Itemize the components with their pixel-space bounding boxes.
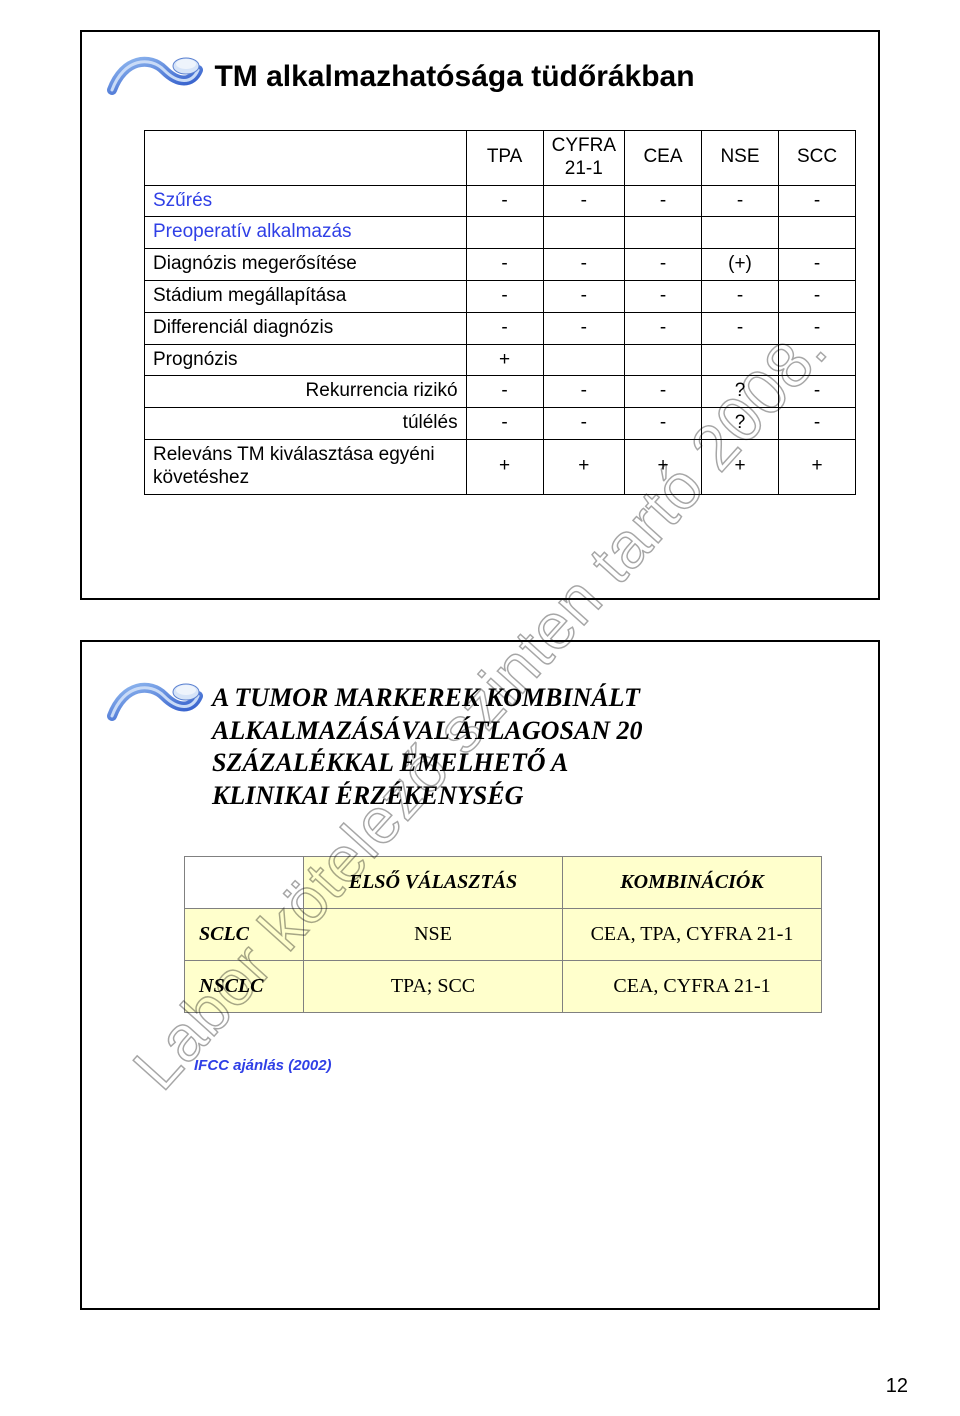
cell: - bbox=[625, 408, 702, 440]
slide-1-title: TM alkalmazhatósága tüdőrákban bbox=[214, 60, 694, 94]
cell: + bbox=[702, 439, 779, 494]
cell: - bbox=[543, 280, 624, 312]
cell bbox=[625, 217, 702, 249]
cell: - bbox=[466, 249, 543, 281]
title-line: SZÁZALÉKKAL EMELHETŐ A bbox=[212, 748, 568, 777]
row-label: Prognózis bbox=[145, 344, 467, 376]
row-sclc-label: SCLC bbox=[185, 909, 304, 961]
cell: - bbox=[625, 249, 702, 281]
corner-cell bbox=[185, 857, 304, 909]
title-line: A TUMOR MARKEREK KOMBINÁLT bbox=[212, 683, 640, 712]
cell: (+) bbox=[702, 249, 779, 281]
cell bbox=[702, 217, 779, 249]
cell: - bbox=[543, 408, 624, 440]
cell: - bbox=[702, 312, 779, 344]
logo-icon bbox=[104, 50, 204, 106]
col-cyfra: CYFRA21-1 bbox=[543, 131, 624, 186]
cell: - bbox=[702, 280, 779, 312]
table-row: Stádium megállapítása----- bbox=[145, 280, 856, 312]
table-row: Szűrés----- bbox=[145, 185, 856, 217]
cell: - bbox=[779, 249, 856, 281]
cell: + bbox=[625, 439, 702, 494]
table-row: Releváns TM kiválasztása egyéni követésh… bbox=[145, 439, 856, 494]
row-label: Stádium megállapítása bbox=[145, 280, 467, 312]
cell: - bbox=[779, 185, 856, 217]
table-row: Preoperatív alkalmazás bbox=[145, 217, 856, 249]
table-row: Rekurrencia rizikó---?- bbox=[145, 376, 856, 408]
cell: - bbox=[466, 185, 543, 217]
row-label: Differenciál diagnózis bbox=[145, 312, 467, 344]
row-label: Szűrés bbox=[145, 185, 467, 217]
col-blank bbox=[145, 131, 467, 186]
cell: - bbox=[466, 376, 543, 408]
cell: CEA, CYFRA 21-1 bbox=[563, 961, 822, 1013]
cell: - bbox=[625, 312, 702, 344]
row-label: Releváns TM kiválasztása egyéni követésh… bbox=[145, 439, 467, 494]
footnote: IFCC ajánlás (2002) bbox=[194, 1057, 856, 1074]
table-row: Diagnózis megerősítése---(+)- bbox=[145, 249, 856, 281]
col-scc: SCC bbox=[779, 131, 856, 186]
page-number: 12 bbox=[886, 1375, 908, 1398]
cell: + bbox=[779, 439, 856, 494]
table-row: Differenciál diagnózis----- bbox=[145, 312, 856, 344]
table-row: túlélés---?- bbox=[145, 408, 856, 440]
cell: - bbox=[779, 312, 856, 344]
col-tpa: TPA bbox=[466, 131, 543, 186]
cell: - bbox=[466, 280, 543, 312]
slide-2-title: A TUMOR MARKEREK KOMBINÁLT ALKALMAZÁSÁVA… bbox=[212, 682, 643, 812]
cell: + bbox=[466, 439, 543, 494]
col-combinations: KOMBINÁCIÓK bbox=[563, 857, 822, 909]
cell: CEA, TPA, CYFRA 21-1 bbox=[563, 909, 822, 961]
row-nsclc-label: NSCLC bbox=[185, 961, 304, 1013]
cell: - bbox=[543, 312, 624, 344]
cell: NSE bbox=[304, 909, 563, 961]
cell bbox=[466, 217, 543, 249]
page: TM alkalmazhatósága tüdőrákban TPA CYFRA… bbox=[0, 0, 960, 1416]
cell bbox=[702, 344, 779, 376]
combination-table: ELSŐ VÁLASZTÁS KOMBINÁCIÓK SCLC NSE CEA,… bbox=[184, 856, 822, 1013]
row-label: Preoperatív alkalmazás bbox=[145, 217, 467, 249]
cell: ? bbox=[702, 376, 779, 408]
col-first-choice: ELSŐ VÁLASZTÁS bbox=[304, 857, 563, 909]
table-row: Prognózis+ bbox=[145, 344, 856, 376]
table-header-row: TPA CYFRA21-1 CEA NSE SCC bbox=[145, 131, 856, 186]
col-nse: NSE bbox=[702, 131, 779, 186]
cell: - bbox=[779, 376, 856, 408]
cell bbox=[625, 344, 702, 376]
cell bbox=[779, 344, 856, 376]
row-label: túlélés bbox=[145, 408, 467, 440]
cell: TPA; SCC bbox=[304, 961, 563, 1013]
slide-2-header: A TUMOR MARKEREK KOMBINÁLT ALKALMAZÁSÁVA… bbox=[104, 660, 856, 812]
table-row: NSCLC TPA; SCC CEA, CYFRA 21-1 bbox=[185, 961, 822, 1013]
table-row: SCLC NSE CEA, TPA, CYFRA 21-1 bbox=[185, 909, 822, 961]
cell: - bbox=[625, 185, 702, 217]
cell: - bbox=[466, 408, 543, 440]
cell: - bbox=[543, 376, 624, 408]
slide-2: A TUMOR MARKEREK KOMBINÁLT ALKALMAZÁSÁVA… bbox=[80, 640, 880, 1310]
table-header-row: ELSŐ VÁLASZTÁS KOMBINÁCIÓK bbox=[185, 857, 822, 909]
slide-1: TM alkalmazhatósága tüdőrákban TPA CYFRA… bbox=[80, 30, 880, 600]
cell bbox=[543, 344, 624, 376]
cell: - bbox=[625, 376, 702, 408]
cell: - bbox=[625, 280, 702, 312]
cell bbox=[779, 217, 856, 249]
logo-icon bbox=[104, 676, 204, 732]
cell: - bbox=[779, 408, 856, 440]
col-cea: CEA bbox=[625, 131, 702, 186]
cell: - bbox=[543, 185, 624, 217]
title-line: KLINIKAI ÉRZÉKENYSÉG bbox=[212, 781, 523, 810]
cell: + bbox=[466, 344, 543, 376]
cell bbox=[543, 217, 624, 249]
row-label: Rekurrencia rizikó bbox=[145, 376, 467, 408]
cell: - bbox=[702, 185, 779, 217]
cell: + bbox=[543, 439, 624, 494]
cell: - bbox=[543, 249, 624, 281]
cell: - bbox=[466, 312, 543, 344]
col-cyfra-label: CYFRA21-1 bbox=[552, 135, 616, 179]
cell: ? bbox=[702, 408, 779, 440]
title-line: ALKALMAZÁSÁVAL ÁTLAGOSAN 20 bbox=[212, 716, 643, 745]
applicability-table: TPA CYFRA21-1 CEA NSE SCC Szűrés-----Pre… bbox=[144, 130, 856, 495]
row-label: Diagnózis megerősítése bbox=[145, 249, 467, 281]
cell: - bbox=[779, 280, 856, 312]
